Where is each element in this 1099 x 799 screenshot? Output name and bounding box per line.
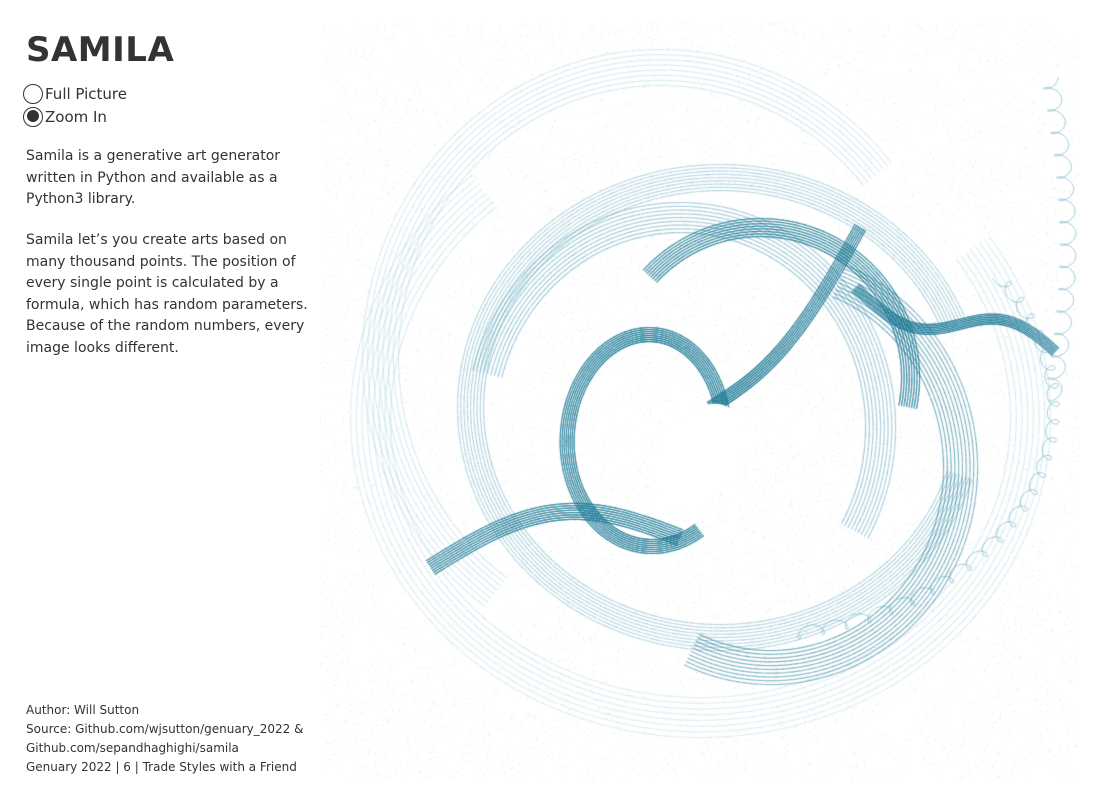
radio-filled-icon[interactable] [23,106,43,127]
footer-source-1: Source: Github.com/wjsutton/genuary_2022… [26,722,304,736]
radio-label-full-picture: Full Picture [45,84,128,103]
description-paragraph-1: Samila is a generative art generator wri… [26,148,281,207]
footer-credits: Author: Will Sutton Source: Github.com/w… [26,701,318,777]
radio-full-picture[interactable]: Full Picture [23,82,127,105]
radio-empty-icon[interactable] [23,83,43,104]
view-toggle: Full Picture Zoom In [23,82,127,128]
page-title: SAMILA [26,30,175,70]
footer-genuary: Genuary 2022 | 6 | Trade Styles with a F… [26,760,297,774]
generative-art-image [320,22,1080,780]
art-canvas [320,22,1080,780]
radio-zoom-in[interactable]: Zoom In [23,105,127,128]
footer-source-2: Github.com/sepandhaghighi/samila [26,741,239,755]
sidebar: SAMILA Full Picture Zoom In Samila is a … [23,0,318,799]
footer-author: Author: Will Sutton [26,703,140,717]
radio-label-zoom-in: Zoom In [45,107,107,126]
description-paragraph-2: Samila let’s you create arts based on ma… [26,232,308,356]
